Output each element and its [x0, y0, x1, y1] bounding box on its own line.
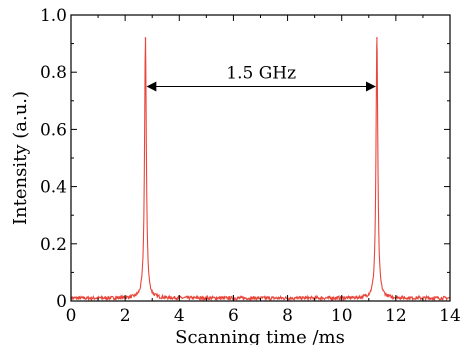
y-tick-label: 0.2 — [40, 235, 67, 255]
x-tick-label: 2 — [120, 306, 131, 326]
x-tick-label: 14 — [439, 306, 461, 326]
y-tick-label: 1.0 — [40, 6, 67, 26]
y-tick-label: 0.6 — [40, 120, 67, 140]
annotations: 1.5 GHz — [147, 64, 374, 87]
y-tick-label: 0.8 — [40, 63, 67, 83]
x-tick-label: 6 — [228, 306, 239, 326]
peak-point-1 — [145, 37, 147, 39]
peak-point-2 — [376, 37, 378, 39]
x-axis-title: Scanning time /ms — [175, 327, 345, 345]
x-tick-label: 8 — [282, 306, 293, 326]
y-tick-label: 0 — [56, 292, 67, 312]
y-axis-title: Intensity (a.u.) — [10, 91, 31, 225]
x-tick-label: 10 — [331, 306, 353, 326]
y-tick-label: 0.4 — [40, 178, 67, 198]
plot-frame — [71, 15, 450, 301]
x-tick-label: 0 — [66, 306, 77, 326]
x-tick-label: 4 — [174, 306, 185, 326]
annotation-label: 1.5 GHz — [226, 64, 296, 84]
axes: 0 2 4 6 8 10 12 14 0 0.2 0.4 0.6 0.8 1.0 — [40, 6, 461, 326]
x-tick-label: 12 — [385, 306, 407, 326]
